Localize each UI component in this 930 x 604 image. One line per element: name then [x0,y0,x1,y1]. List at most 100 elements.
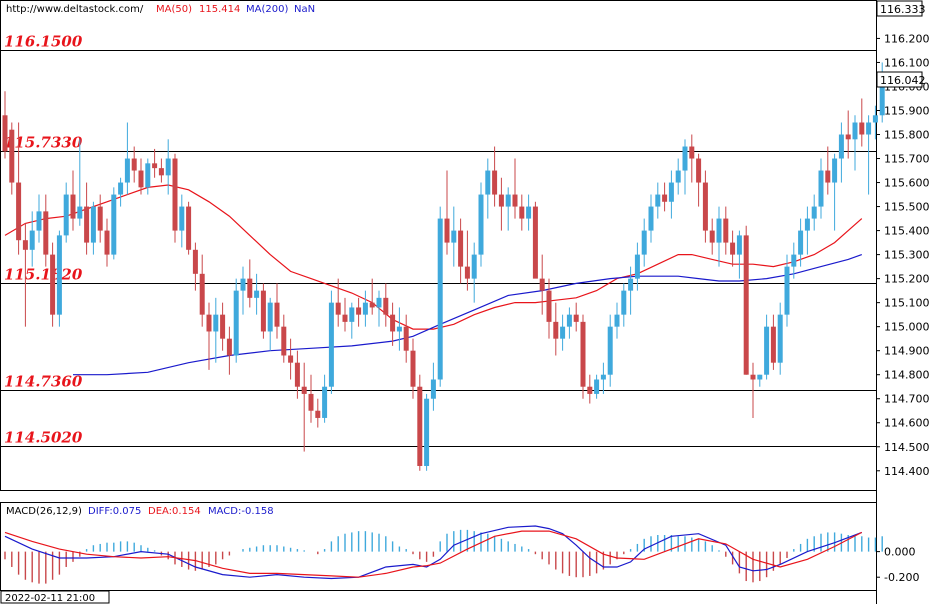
price-tick-label-3: 114.700 [884,393,930,406]
candle-body-111 [757,374,763,380]
candle-body-29 [199,273,205,315]
candle-body-59 [403,326,409,351]
candle-body-110 [750,374,756,380]
candle-body-20 [138,170,144,188]
price-tick-label-9: 115.300 [884,249,930,262]
candle-body-64 [437,218,443,380]
candle-body-98 [668,182,674,202]
candle-body-27 [186,206,192,250]
candle-body-58 [396,326,402,332]
candle-body-126 [859,122,865,135]
candle-body-10 [70,194,76,219]
candle-body-25 [172,158,178,231]
price-tick-label-10: 115.400 [884,225,930,238]
candle-body-22 [152,163,158,169]
candle-body-15 [104,230,110,255]
candle-body-86 [587,386,593,394]
candle-body-9 [63,194,69,236]
candle-body-123 [838,134,844,159]
candle-body-102 [696,158,702,183]
macd-tick-label-1: -0.200 [884,571,919,584]
candle-body-104 [709,230,715,243]
candle-body-89 [607,326,613,375]
candle-body-62 [424,398,430,466]
macd-title: MACD(26,12,9) [6,506,82,517]
candle-body-39 [267,302,273,332]
candle-body-60 [410,350,416,387]
candle-body-5 [36,211,42,231]
ma200-value: NaN [294,4,315,15]
candle-body-68 [464,266,470,279]
candle-body-100 [682,146,688,171]
candle-body-26 [179,206,185,231]
candle-body-0 [2,115,8,152]
price-tick-label-1: 114.500 [884,441,930,454]
candle-body-66 [451,230,457,243]
ma50-line [4,184,863,330]
candle-body-99 [675,170,681,183]
candle-body-125 [852,122,858,140]
candle-body-61 [417,386,423,466]
date-box [0,590,110,604]
level-label-1: 115.7330 [4,134,83,152]
candle-body-18 [124,158,130,183]
candle-body-17 [118,182,124,195]
candle-body-96 [655,194,661,207]
candle-body-118 [804,218,810,231]
candle-body-119 [811,206,817,219]
candle-body-14 [97,206,103,231]
candle-body-47 [322,386,328,418]
level-label-3: 114.7360 [4,373,83,391]
candle-body-21 [145,163,151,188]
candle-body-101 [689,146,695,159]
date-label: 2022-02-11 21:00 [5,593,95,604]
candle-body-16 [111,194,117,255]
candle-body-13 [90,206,96,243]
candle-body-12 [84,206,90,243]
price-tick-label-12: 115.600 [884,177,930,190]
candle-body-49 [335,302,341,315]
candle-body-95 [648,206,654,231]
candle-body-82 [560,326,566,339]
candle-body-84 [573,314,579,322]
candle-body-24 [165,158,171,176]
candle-body-97 [662,194,668,202]
price-tick-label-11: 115.500 [884,201,930,214]
candle-body-81 [553,321,559,339]
candle-body-80 [546,290,552,322]
candle-body-105 [716,218,722,243]
candle-body-75 [512,194,518,207]
candle-body-54 [369,302,375,308]
macd-dea: DEA:0.154 [148,506,201,517]
candle-body-67 [458,230,464,267]
candle-body-7 [50,254,56,315]
candle-body-6 [43,211,49,255]
candle-body-72 [492,170,498,195]
candle-body-8 [56,235,62,315]
level-label-4: 114.5020 [4,429,83,447]
candles-layer [2,62,885,471]
price-tick-label-8: 115.200 [884,273,930,286]
price-tick-label-13: 115.700 [884,153,930,166]
candle-body-90 [614,314,620,327]
candle-body-77 [526,206,532,219]
candle-body-74 [505,194,511,207]
price-tick-label-4: 114.800 [884,369,930,382]
price-tick-label-6: 115.000 [884,321,930,334]
ma50-value: 115.414 [199,4,240,15]
candle-body-42 [288,355,294,363]
price-tick-label-5: 114.900 [884,345,930,358]
candle-body-76 [519,206,525,219]
candle-body-122 [832,158,838,183]
candle-body-78 [532,206,538,279]
price-tick-label-7: 115.100 [884,297,930,310]
level-label-0: 116.1500 [4,33,83,51]
candle-body-83 [566,314,572,327]
ma200-label: MA(200) [246,4,288,15]
candle-body-93 [634,254,640,279]
macd-diff: DIFF:0.075 [88,506,141,517]
candle-body-92 [628,278,634,291]
candle-body-69 [471,254,477,279]
price-tick-label-2: 114.600 [884,417,930,430]
